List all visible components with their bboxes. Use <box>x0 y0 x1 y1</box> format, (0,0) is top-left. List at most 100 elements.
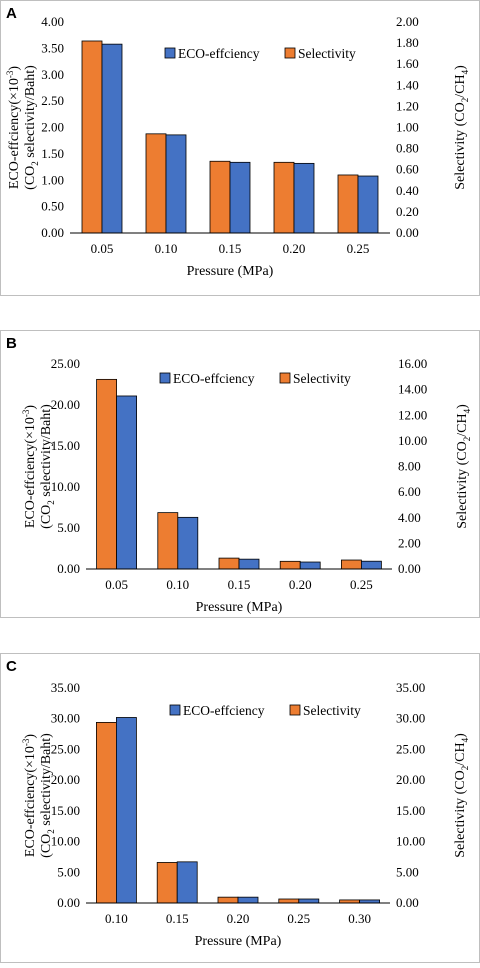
x-axis-title: Pressure (MPa) <box>196 600 283 615</box>
right-tick-label: 10.00 <box>398 433 427 448</box>
bar-selectivity <box>218 557 240 570</box>
bar-eco-efficiency <box>101 43 123 234</box>
left-tick-label: 15.00 <box>51 438 80 453</box>
bar-selectivity <box>340 559 362 570</box>
right-axis-title: Selectivity (CO2/CH4) <box>453 733 470 858</box>
bar-selectivity <box>96 722 117 904</box>
right-tick-label: 2.00 <box>396 14 419 29</box>
legend-label-eco-efficiency: ECO-effciency <box>178 46 260 61</box>
right-tick-label: 0.20 <box>396 204 419 219</box>
bar-eco-efficiency <box>229 161 251 234</box>
right-tick-label: 0.00 <box>396 225 419 240</box>
bar-selectivity <box>278 898 300 904</box>
right-tick-label: 16.00 <box>398 356 427 371</box>
bar-selectivity <box>145 133 167 234</box>
bar-selectivity <box>157 512 179 570</box>
legend: ECO-effciency Selectivity <box>159 371 351 386</box>
legend-swatch-eco-efficiency <box>164 47 176 59</box>
left-tick-label: 15.00 <box>51 803 80 818</box>
right-tick-label: 8.00 <box>398 459 421 474</box>
x-tick-label: 0.20 <box>283 241 306 256</box>
right-tick-label: 6.00 <box>398 484 421 499</box>
legend-swatch-selectivity <box>289 704 301 716</box>
right-tick-label: 30.00 <box>396 711 425 726</box>
bar-eco-efficiency <box>299 561 321 570</box>
panel-letter-c: C <box>6 658 17 675</box>
left-tick-label: 2.50 <box>41 93 64 108</box>
legend-swatch-selectivity <box>279 372 291 384</box>
x-tick-label: 0.10 <box>155 241 178 256</box>
x-tick-label: 0.15 <box>166 911 189 926</box>
legend: ECO-effciency Selectivity <box>164 46 356 61</box>
x-tick-label: 0.05 <box>91 241 114 256</box>
panel-letter-a: A <box>6 5 17 22</box>
legend-label-selectivity: Selectivity <box>298 46 356 61</box>
right-tick-label: 12.00 <box>398 407 427 422</box>
legend: ECO-effciency Selectivity <box>169 703 361 718</box>
right-tick-label: 0.40 <box>396 183 419 198</box>
bar-eco-efficiency <box>293 162 315 234</box>
bar-eco-efficiency <box>116 395 137 570</box>
legend-swatch-eco-efficiency <box>159 372 171 384</box>
x-tick-label: 0.05 <box>105 577 128 592</box>
legend-label-selectivity: Selectivity <box>293 371 351 386</box>
left-tick-label: 35.00 <box>51 680 80 695</box>
right-tick-label: 25.00 <box>396 741 425 756</box>
x-tick-label: 0.30 <box>348 911 371 926</box>
bar-eco-efficiency <box>177 516 199 570</box>
bar-eco-efficiency <box>360 560 382 570</box>
x-tick-label: 0.20 <box>289 577 312 592</box>
bar-eco-efficiency <box>116 717 137 904</box>
left-tick-label: 2.00 <box>41 120 64 135</box>
left-axis-title-line2: (CO2 selectivity/Baht) <box>23 65 40 190</box>
left-axis-title: ECO-effciency(×10-3) <box>5 66 22 190</box>
left-tick-label: 3.00 <box>41 67 64 82</box>
left-tick-label: 1.50 <box>41 146 64 161</box>
left-tick-label: 0.00 <box>41 225 64 240</box>
chart-panel-a: A 0.00 0.50 1.00 1.50 2.00 2.50 3.00 3.50 4.00 0.0… <box>0 0 480 296</box>
right-tick-label: 14.00 <box>398 382 427 397</box>
bar-eco-efficiency <box>176 861 198 904</box>
right-tick-label: 2.00 <box>398 535 421 550</box>
right-tick-label: 0.60 <box>396 162 419 177</box>
left-tick-label: 20.00 <box>51 772 80 787</box>
bar-selectivity <box>279 560 301 570</box>
right-axis-title: Selectivity (CO2/CH4) <box>455 404 472 529</box>
bar-eco-efficiency <box>238 558 260 570</box>
left-tick-label: 1.00 <box>41 172 64 187</box>
x-tick-label: 0.20 <box>227 911 250 926</box>
right-tick-label: 5.00 <box>396 864 419 879</box>
left-tick-label: 20.00 <box>51 397 80 412</box>
chart-panel-c: C 0.00 5.00 10.00 15.00 20.00 25.00 30.00 35.00 0… <box>0 653 480 963</box>
right-tick-label: 4.00 <box>398 510 421 525</box>
right-tick-label: 35.00 <box>396 680 425 695</box>
left-tick-label: 4.00 <box>41 14 64 29</box>
right-tick-label: 1.60 <box>396 56 419 71</box>
x-tick-label: 0.25 <box>347 241 370 256</box>
left-axis-title-line2: (CO2 selectivity/Baht) <box>39 404 56 529</box>
right-tick-label: 1.80 <box>396 35 419 50</box>
right-tick-label: 0.80 <box>396 141 419 156</box>
right-tick-label: 20.00 <box>396 772 425 787</box>
legend-label-selectivity: Selectivity <box>303 703 361 718</box>
left-axis-title: ECO-effciency(×10-3) <box>21 734 38 858</box>
bar-eco-efficiency <box>165 134 187 234</box>
x-tick-label: 0.15 <box>228 577 251 592</box>
right-tick-label: 1.20 <box>396 98 419 113</box>
chart-a-svg: A 0.00 0.50 1.00 1.50 2.00 2.50 3.00 3.50 4.00 0.0… <box>0 0 480 296</box>
left-tick-label: 25.00 <box>51 356 80 371</box>
left-tick-label: 0.00 <box>57 895 80 910</box>
left-tick-label: 25.00 <box>51 741 80 756</box>
right-tick-label: 1.00 <box>396 120 419 135</box>
right-tick-label: 0.00 <box>396 895 419 910</box>
bar-selectivity <box>273 161 295 234</box>
bar-selectivity <box>156 862 178 904</box>
right-axis-title: Selectivity (CO2/CH4) <box>453 65 470 190</box>
legend-swatch-eco-efficiency <box>169 704 181 716</box>
x-axis-title: Pressure (MPa) <box>187 264 274 279</box>
left-tick-label: 0.00 <box>57 561 80 576</box>
bar-selectivity <box>81 40 103 234</box>
left-axis-title-line2: (CO2 selectivity/Baht) <box>39 733 56 858</box>
left-axis-title: ECO-effciency(×10-3) <box>21 405 38 529</box>
bar-selectivity <box>217 896 239 904</box>
